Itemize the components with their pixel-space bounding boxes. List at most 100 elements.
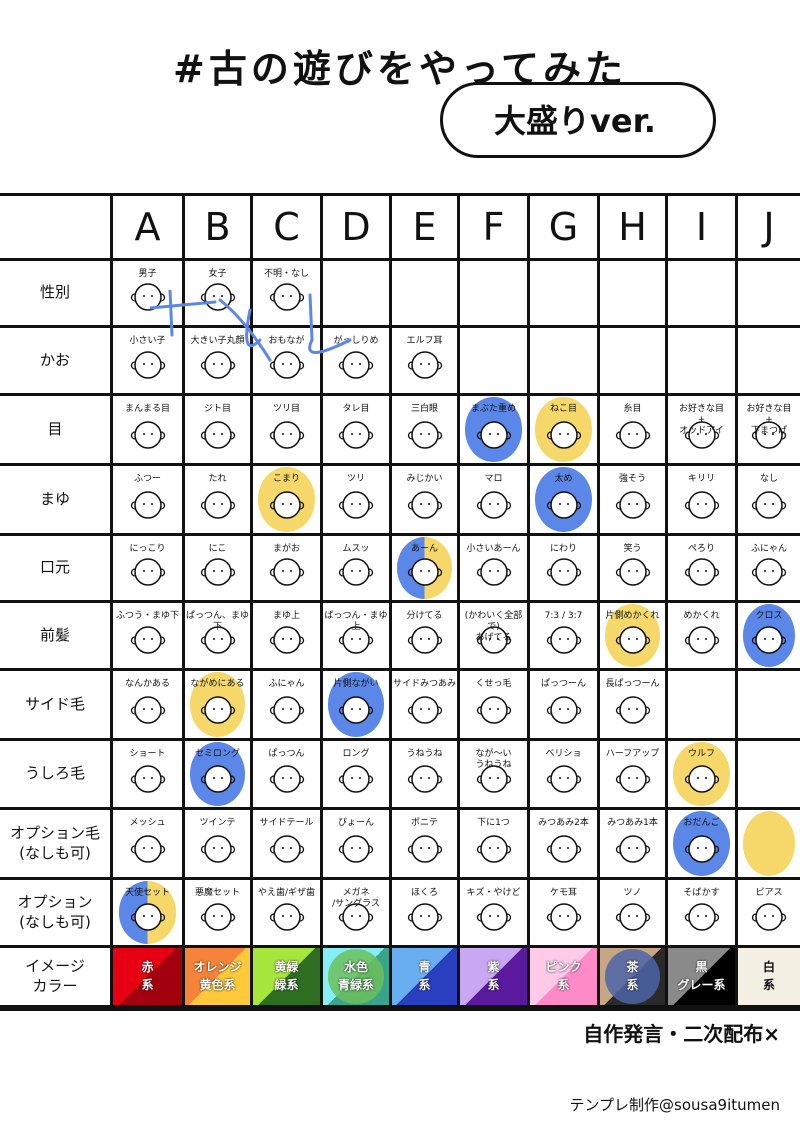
option-cell[interactable]: ぴょーん [323, 810, 392, 880]
option-cell[interactable]: ツインテ [185, 810, 253, 880]
option-cell[interactable]: ねこ目 [530, 396, 600, 466]
option-cell[interactable]: 下に1つ [460, 810, 530, 880]
color-swatch-cell[interactable]: 茶 系 [600, 948, 668, 1008]
option-cell[interactable]: ながめにある [185, 671, 253, 741]
option-cell[interactable] [738, 810, 800, 880]
option-cell[interactable]: タレ目 [323, 396, 392, 466]
option-cell[interactable]: 天使セット [113, 880, 185, 948]
option-cell[interactable]: そばかす [668, 880, 738, 948]
option-cell[interactable]: ぱっつん・まゆ上 [323, 603, 392, 671]
option-cell[interactable]: ふにゃん [738, 536, 800, 603]
option-cell[interactable] [738, 671, 800, 741]
option-cell[interactable] [460, 261, 530, 328]
option-cell[interactable]: やえ歯/ギザ歯 [253, 880, 323, 948]
option-cell[interactable] [668, 261, 738, 328]
option-cell[interactable] [600, 328, 668, 396]
option-cell[interactable]: おだんご [668, 810, 738, 880]
option-cell[interactable]: 強そう [600, 466, 668, 536]
color-swatch-cell[interactable]: 黄緑 緑系 [253, 948, 323, 1008]
option-cell[interactable]: ポニテ [392, 810, 460, 880]
option-cell[interactable]: ほくろ [392, 880, 460, 948]
option-cell[interactable]: あーん [392, 536, 460, 603]
option-cell[interactable] [738, 741, 800, 810]
option-cell[interactable]: くせっ毛 [460, 671, 530, 741]
option-cell[interactable]: キリリ [668, 466, 738, 536]
option-cell[interactable]: メッシュ [113, 810, 185, 880]
option-cell[interactable]: まがお [253, 536, 323, 603]
option-cell[interactable]: まゆ上 [253, 603, 323, 671]
option-cell[interactable]: ぺろり [668, 536, 738, 603]
option-cell[interactable] [668, 328, 738, 396]
option-cell[interactable]: ぱっつん [253, 741, 323, 810]
option-cell[interactable]: セミロング [185, 741, 253, 810]
color-swatch-cell[interactable]: ピンク 系 [530, 948, 600, 1008]
option-cell[interactable]: ふにゃん [253, 671, 323, 741]
option-cell[interactable]: おもなが [253, 328, 323, 396]
option-cell[interactable]: 太め [530, 466, 600, 536]
option-cell[interactable]: ぱっつーん [530, 671, 600, 741]
option-cell[interactable]: サイドテール [253, 810, 323, 880]
option-cell[interactable]: マロ [460, 466, 530, 536]
color-swatch-cell[interactable]: 青 系 [392, 948, 460, 1008]
option-cell[interactable]: にっこり [113, 536, 185, 603]
option-cell[interactable]: ロング [323, 741, 392, 810]
option-cell[interactable] [668, 671, 738, 741]
option-cell[interactable]: たれ [185, 466, 253, 536]
option-cell[interactable]: ジト目 [185, 396, 253, 466]
color-swatch-cell[interactable]: 紫 系 [460, 948, 530, 1008]
option-cell[interactable]: ベリショ [530, 741, 600, 810]
option-cell[interactable]: 小さい子 [113, 328, 185, 396]
option-cell[interactable]: まぶた重め [460, 396, 530, 466]
color-swatch-cell[interactable]: 赤 系 [113, 948, 185, 1008]
option-cell[interactable]: 長ぱっつーん [600, 671, 668, 741]
option-cell[interactable]: みつあみ1本 [600, 810, 668, 880]
option-cell[interactable]: サイドみつあみ [392, 671, 460, 741]
option-cell[interactable]: 小さいあーん [460, 536, 530, 603]
option-cell[interactable] [460, 328, 530, 396]
option-cell[interactable]: ピアス [738, 880, 800, 948]
option-cell[interactable] [738, 328, 800, 396]
option-cell[interactable]: 片側ながい [323, 671, 392, 741]
option-cell[interactable]: 大きい子丸顔 [185, 328, 253, 396]
option-cell[interactable]: メガネ /サングラス [323, 880, 392, 948]
option-cell[interactable]: ハーフアップ [600, 741, 668, 810]
option-cell[interactable]: まんまる目 [113, 396, 185, 466]
option-cell[interactable]: (かわいく全部で) あげてる [460, 603, 530, 671]
option-cell[interactable]: うねうね [392, 741, 460, 810]
option-cell[interactable]: ツリ [323, 466, 392, 536]
color-swatch-cell[interactable]: 白 系 [738, 948, 800, 1008]
option-cell[interactable]: ふつう・まゆ下 [113, 603, 185, 671]
option-cell[interactable]: にわり [530, 536, 600, 603]
option-cell[interactable]: 不明・なし [253, 261, 323, 328]
option-cell[interactable]: ウルフ [668, 741, 738, 810]
option-cell[interactable]: ふつー [113, 466, 185, 536]
option-cell[interactable]: ムスッ [323, 536, 392, 603]
option-cell[interactable]: 笑う [600, 536, 668, 603]
option-cell[interactable]: ツノ [600, 880, 668, 948]
option-cell[interactable]: ツリ目 [253, 396, 323, 466]
option-cell[interactable]: 分けてる [392, 603, 460, 671]
option-cell[interactable]: にこ [185, 536, 253, 603]
option-cell[interactable]: ぱっつん、まゆ下 [185, 603, 253, 671]
option-cell[interactable]: めかくれ [668, 603, 738, 671]
option-cell[interactable]: ショート [113, 741, 185, 810]
option-cell[interactable]: 糸目 [600, 396, 668, 466]
option-cell[interactable]: 7:3 / 3:7 [530, 603, 600, 671]
option-cell[interactable]: なが〜い うねうね [460, 741, 530, 810]
option-cell[interactable]: 三白眼 [392, 396, 460, 466]
option-cell[interactable]: 女子 [185, 261, 253, 328]
color-swatch-cell[interactable]: 黒 グレー系 [668, 948, 738, 1008]
option-cell[interactable]: 片側めかくれ [600, 603, 668, 671]
option-cell[interactable]: なし [738, 466, 800, 536]
option-cell[interactable]: クロス [738, 603, 800, 671]
option-cell[interactable]: みつあみ2本 [530, 810, 600, 880]
option-cell[interactable]: キズ・やけど [460, 880, 530, 948]
option-cell[interactable]: お好きな目 + オッドアイ [668, 396, 738, 466]
option-cell[interactable]: がっしりめ [323, 328, 392, 396]
option-cell[interactable]: ケモ耳 [530, 880, 600, 948]
option-cell[interactable] [530, 328, 600, 396]
option-cell[interactable]: エルフ耳 [392, 328, 460, 396]
option-cell[interactable] [738, 261, 800, 328]
option-cell[interactable]: 男子 [113, 261, 185, 328]
option-cell[interactable]: お好きな目 + 下まつげ [738, 396, 800, 466]
